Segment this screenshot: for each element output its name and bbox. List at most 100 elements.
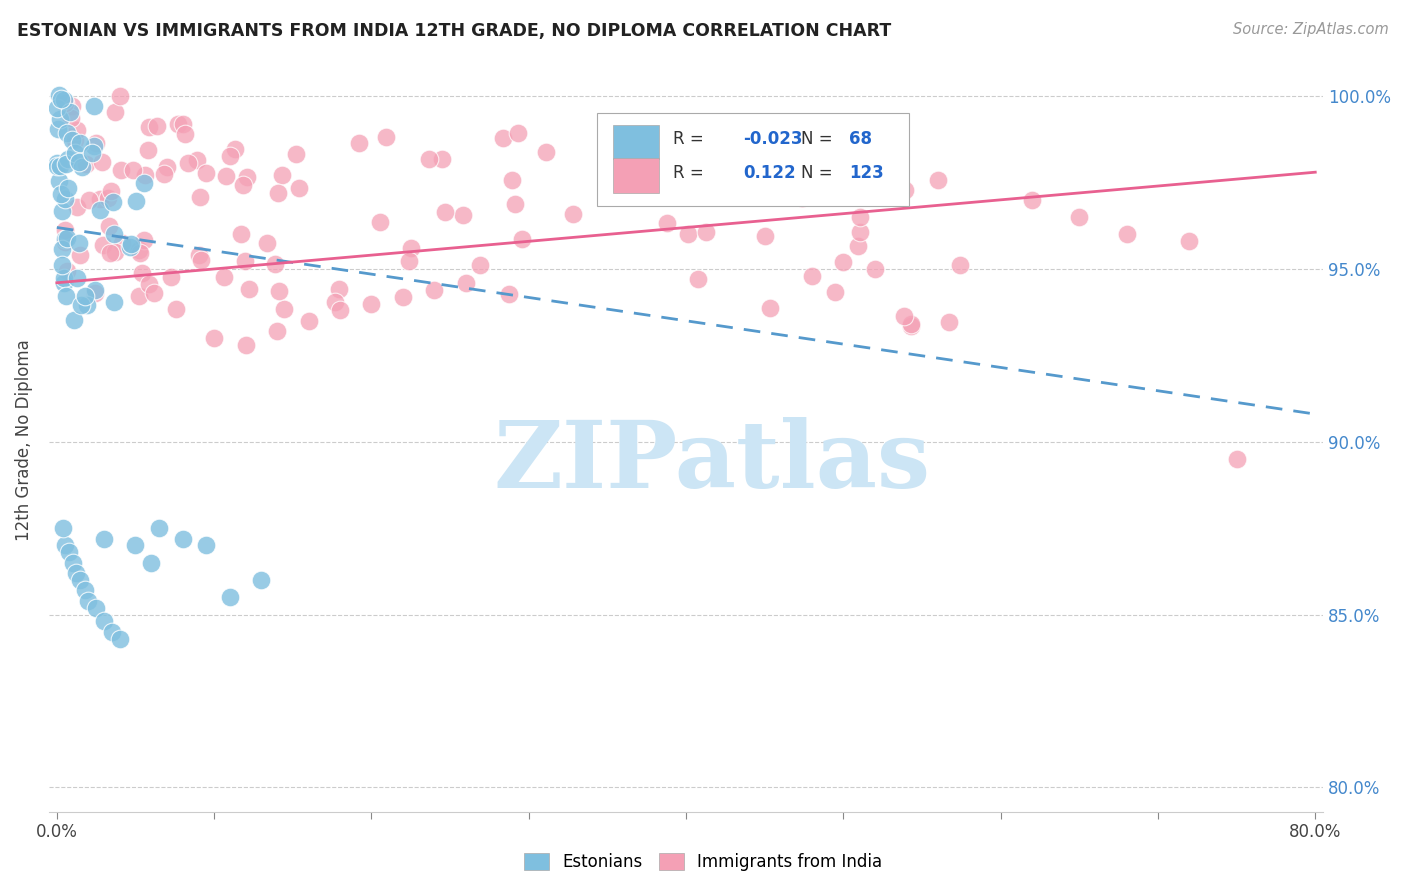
Point [849,225,872,239]
Point [128,289,150,303]
Point [108,632,131,646]
Point [55,126,77,140]
Point [328,282,350,296]
Point [52,270,75,285]
Point [91,237,114,252]
Point [824,285,846,299]
Point [138,120,160,135]
Text: Source: ZipAtlas.com: Source: ZipAtlas.com [1233,22,1389,37]
Point [52,93,75,107]
Point [506,126,529,140]
Point [110,163,132,178]
Point [55,223,77,237]
Point [77,194,100,208]
Point [138,277,160,292]
Point [58,545,80,559]
Point [273,302,295,317]
Point [846,239,869,253]
Point [97,190,120,204]
Point [374,130,396,145]
Point [153,167,176,181]
Point [423,283,446,297]
Point [159,270,181,285]
Point [156,160,179,174]
Point [53,538,76,552]
Point [900,318,922,332]
Point [562,207,585,221]
Point [93,532,115,546]
Point [83,99,105,113]
Point [434,205,457,219]
Point [401,241,423,255]
Point [104,105,127,120]
Point [212,269,235,284]
Point [894,183,917,197]
Point [49,92,72,106]
Point [215,169,238,183]
Text: N =: N = [801,163,832,182]
Point [134,168,156,182]
Point [534,145,557,160]
Point [1178,235,1201,249]
Point [67,155,90,169]
Point [120,237,142,252]
Point [256,235,278,250]
Point [49,112,72,126]
Text: R =: R = [673,130,704,148]
Point [55,289,77,303]
Point [77,593,100,607]
Point [111,236,134,251]
Point [56,264,79,278]
Point [146,120,169,134]
Point [503,197,526,211]
Point [128,246,150,260]
Point [501,173,523,187]
Point [66,270,89,285]
Point [63,145,86,160]
Point [55,157,77,171]
Point [166,117,188,131]
Text: 0.122: 0.122 [744,163,796,182]
Point [53,235,76,249]
Point [900,318,922,333]
Point [132,176,155,190]
Point [238,282,260,296]
Point [110,88,132,103]
Point [832,255,855,269]
Point [368,215,391,229]
Point [83,139,105,153]
Point [131,266,153,280]
Point [678,227,700,241]
Point [69,136,91,151]
Point [688,271,710,285]
Point [82,145,104,160]
FancyBboxPatch shape [613,159,659,193]
Point [202,331,225,345]
Point [48,159,70,173]
Text: ESTONIAN VS IMMIGRANTS FROM INDIA 12TH GRADE, NO DIPLOMA CORRELATION CHART: ESTONIAN VS IMMIGRANTS FROM INDIA 12TH G… [17,22,891,40]
Point [470,258,492,272]
Point [46,156,69,170]
Point [70,160,93,174]
Point [790,191,813,205]
Point [69,248,91,262]
Point [285,147,308,161]
Point [51,258,73,272]
Point [62,556,84,570]
Point [190,252,212,267]
Point [49,186,72,201]
Point [454,276,477,290]
Point [329,303,352,318]
Point [360,296,382,310]
Point [60,133,83,147]
Text: ZIPatlas: ZIPatlas [494,417,931,508]
Point [218,148,240,162]
Point [46,121,69,136]
Point [83,283,105,297]
Point [1069,210,1091,224]
Point [75,288,97,302]
Point [51,242,73,256]
Point [218,591,240,605]
Point [76,297,98,311]
Point [103,227,125,241]
